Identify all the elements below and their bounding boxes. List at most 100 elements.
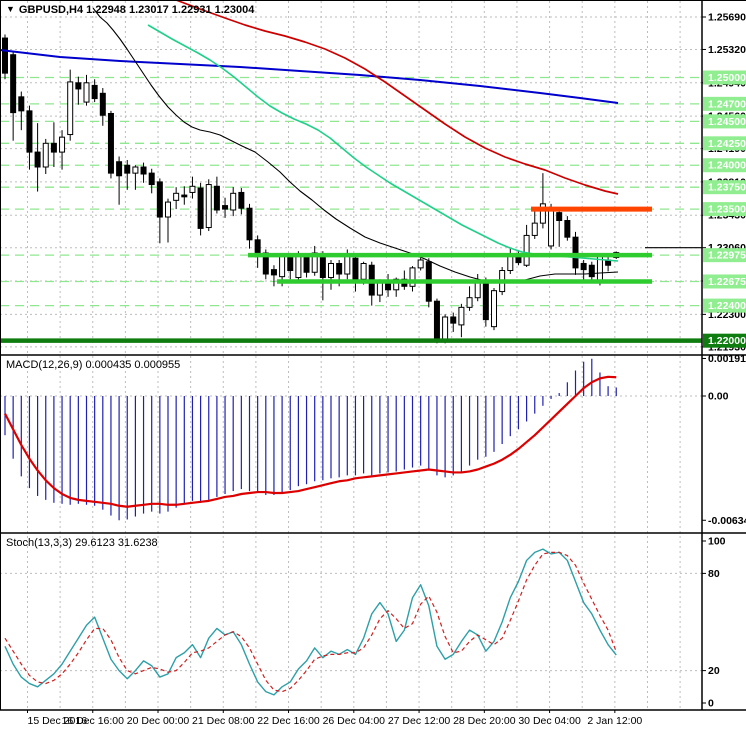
level-label-bg	[703, 202, 746, 217]
candle-body	[238, 191, 245, 209]
candle-body	[466, 297, 473, 308]
level-price-label: 1.25000	[708, 72, 746, 84]
ma-line-red	[175, 0, 619, 195]
candle-body	[295, 255, 302, 279]
candle-body	[580, 262, 587, 271]
candle-body	[148, 172, 155, 186]
level-label-bg	[703, 114, 746, 129]
candle-body	[564, 220, 571, 238]
candle-body	[491, 290, 497, 328]
chevron-down-icon[interactable]: ▼	[6, 4, 15, 14]
time-axis-label: 20 Dec 00:00	[127, 715, 190, 727]
candle-body	[67, 81, 74, 136]
candle-body	[556, 212, 563, 222]
candle-body	[523, 234, 530, 266]
level-label-bg	[703, 298, 746, 313]
level-label-bg	[703, 158, 746, 173]
level-price-label: 1.24500	[708, 116, 746, 128]
candle-body	[59, 136, 66, 153]
candle-body	[344, 255, 351, 275]
candle-body	[588, 264, 595, 278]
macd-indicator-label: MACD(12,26,9) 0.000435 0.000955	[6, 359, 181, 371]
candle-body	[124, 164, 131, 174]
level-label-bg	[703, 96, 746, 111]
candle-body	[458, 306, 465, 326]
time-axis-label: 16 Dec 16:00	[62, 715, 125, 727]
time-axis-label: 30 Dec 04:00	[518, 715, 581, 727]
time-axis-label: 15 Dec 2016	[28, 715, 88, 727]
candle-body	[165, 201, 171, 218]
candle-body	[2, 37, 8, 74]
candle-body	[189, 185, 196, 193]
candle-body	[83, 82, 90, 103]
candle-body	[34, 151, 41, 168]
candle-body	[132, 166, 139, 174]
level-price-label: 1.22400	[708, 300, 746, 312]
stoch-axis-label: 80	[708, 568, 720, 580]
level-price-label: 1.22675	[708, 276, 746, 288]
candle-body	[26, 110, 33, 153]
time-axis-label: 2 Jan 12:00	[587, 715, 642, 727]
candle-body	[42, 142, 49, 168]
candle-body	[213, 185, 220, 211]
candle-body	[539, 203, 546, 224]
candle-body	[328, 262, 334, 279]
chart-title-bar: ▼ GBPUSD,H4 1.22948 1.23017 1.22931 1.230…	[6, 4, 254, 16]
candle-body	[18, 96, 25, 112]
level-label-bg	[703, 274, 746, 289]
level-price-label: 1.24700	[708, 98, 746, 110]
candle-body	[279, 254, 286, 278]
stoch-indicator-label: Stoch(13,3,3) 29.6123 31.6238	[6, 537, 158, 549]
stoch-axis-label: 20	[708, 665, 720, 677]
stoch-main-line	[4, 548, 617, 696]
candle-body	[107, 112, 114, 174]
candle-body	[173, 192, 180, 201]
candle-body	[352, 257, 359, 280]
level-label-bg	[703, 180, 746, 195]
level-price-label: 1.23750	[708, 182, 746, 194]
time-axis-label: 27 Dec 12:00	[388, 715, 451, 727]
level-label-bg	[703, 136, 746, 151]
candle-body	[376, 282, 383, 296]
level-price-label: 1.23500	[708, 204, 746, 216]
candle-body	[181, 194, 188, 198]
macd-axis-label: -0.00634	[708, 515, 746, 527]
candle-body	[482, 280, 489, 321]
candle-body	[205, 184, 212, 229]
candle-body	[319, 254, 326, 279]
candle-body	[336, 262, 343, 275]
candle-body	[254, 239, 261, 254]
ma-line-blue	[0, 49, 619, 104]
candle-body	[287, 255, 294, 272]
candle-body	[360, 262, 367, 280]
candle-body	[572, 236, 579, 269]
candle-body	[99, 92, 106, 116]
candle-body	[417, 259, 424, 269]
candle-body	[246, 207, 253, 241]
level-label-bg	[703, 248, 746, 263]
price-axis-label: 1.25690	[708, 12, 746, 24]
candle-body	[507, 255, 514, 272]
key-level-label-bg	[703, 333, 746, 348]
symbol-ohlc-title: GBPUSD,H4 1.22948 1.23017 1.22931 1.2300…	[18, 4, 255, 16]
level-price-label: 1.24000	[708, 160, 746, 172]
candle-body	[156, 181, 163, 218]
candle-body	[531, 222, 538, 236]
candle-body	[409, 267, 416, 287]
key-level-price-label: 1.22000	[708, 335, 746, 347]
time-axis-label: 22 Dec 16:00	[257, 715, 320, 727]
candle-body	[450, 316, 457, 324]
candle-body	[91, 84, 98, 100]
level-price-label: 1.22975	[708, 250, 746, 262]
time-axis-label: 21 Dec 08:00	[192, 715, 255, 727]
candle-body	[222, 205, 229, 210]
macd-axis-label: 0.00	[708, 391, 729, 403]
candle-body	[548, 209, 555, 247]
candle-body	[50, 142, 57, 153]
candle-body	[10, 54, 17, 114]
stoch-axis-label: 100	[708, 536, 726, 548]
candle-body	[303, 256, 310, 273]
candle-body	[140, 166, 147, 175]
